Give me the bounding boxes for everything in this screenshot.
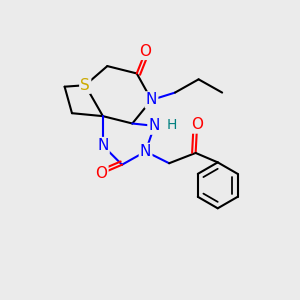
Text: N: N (149, 118, 160, 134)
Text: N: N (149, 118, 160, 134)
Text: N: N (146, 92, 157, 107)
Text: O: O (140, 44, 152, 59)
Text: H: H (167, 118, 177, 132)
Text: O: O (191, 118, 203, 133)
Text: N: N (97, 138, 109, 153)
Text: S: S (80, 78, 90, 93)
Text: N: N (140, 144, 151, 159)
Text: O: O (95, 166, 107, 181)
